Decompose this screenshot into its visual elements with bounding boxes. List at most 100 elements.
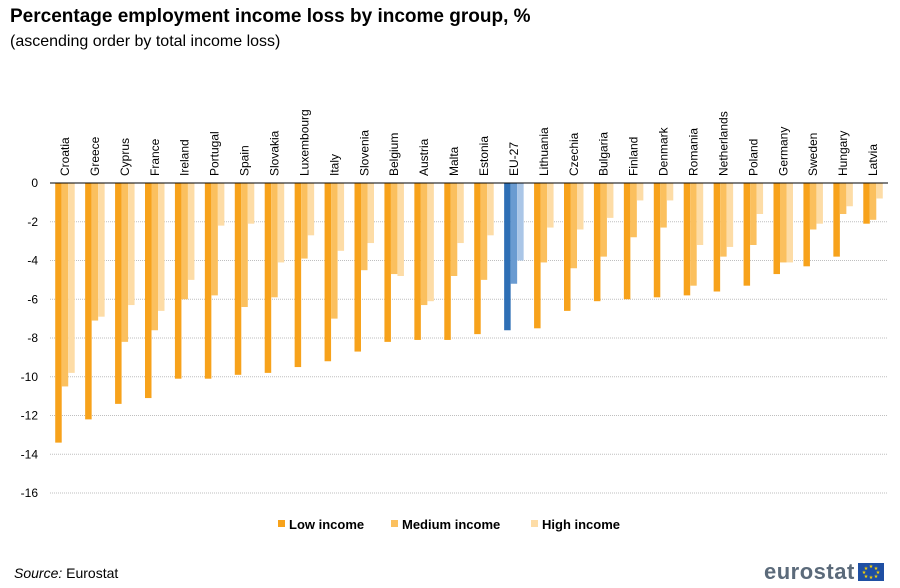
bar-low-income [653, 183, 661, 298]
category-label: Lithuania [537, 127, 551, 176]
category-label: Bulgaria [597, 132, 611, 176]
y-tick-label: -12 [21, 409, 39, 423]
bar-medium-income [91, 183, 99, 321]
eu-flag-icon: ★ ★ ★ ★ ★ ★ ★ ★ [857, 563, 884, 581]
bar-low-income [534, 183, 541, 329]
bar-low-income [234, 183, 242, 375]
bar-high-income [457, 183, 464, 244]
bar-low-income [294, 183, 302, 368]
category-label: Germany [776, 127, 790, 176]
bar-low-income [623, 183, 631, 300]
bar-high-income [696, 183, 704, 245]
legend-swatch-low [278, 520, 285, 527]
bar-high-income [786, 183, 793, 263]
bar-high-income [128, 183, 135, 306]
y-tick-label: -16 [21, 486, 39, 500]
bar-high-income [367, 183, 374, 244]
category-label: Luxembourg [297, 109, 311, 176]
bar-medium-income [750, 183, 757, 245]
category-label: Netherlands [716, 111, 730, 176]
category-label: Finland [627, 137, 641, 176]
bar-high-income [187, 183, 195, 280]
bar-high-income [547, 183, 554, 228]
bar-medium-income [780, 183, 787, 263]
bar-medium-income [390, 183, 398, 275]
category-label: Italy [327, 154, 341, 176]
bar-high-income [427, 183, 434, 302]
logo-text: eurostat [764, 559, 855, 584]
bar-low-income [773, 183, 780, 275]
chart-subtitle: (ascending order by total income loss) [10, 33, 281, 50]
bar-low-income [863, 183, 870, 224]
bar-high-income [636, 183, 644, 201]
category-label: Croatia [58, 137, 72, 176]
category-label: Czechia [567, 132, 581, 176]
bar-low-income [593, 183, 601, 302]
chart-title: Percentage employment income loss by inc… [10, 6, 531, 27]
bar-low-income [384, 183, 391, 342]
legend-swatch-high [531, 520, 538, 527]
bar-low-income [174, 183, 182, 379]
bar-low-income [803, 183, 810, 267]
y-tick-label: -14 [21, 447, 39, 461]
bar-medium-income [839, 183, 847, 214]
legend-label: High income [542, 517, 620, 532]
bar-high-income [337, 183, 345, 251]
bar-low-income [833, 183, 840, 257]
bar-medium-income [331, 183, 338, 319]
bar-medium-income [420, 183, 428, 306]
y-tick-label: -8 [27, 331, 38, 345]
legend-label: Low income [289, 517, 364, 532]
bar-high-income [247, 183, 255, 224]
category-label: Portugal [208, 131, 222, 176]
bar-low-income [55, 183, 62, 443]
bar-low-income [474, 183, 481, 335]
bar-medium-income [241, 183, 248, 307]
category-label: Latvia [866, 144, 880, 176]
category-label: EU-27 [507, 142, 521, 176]
y-tick-label: -2 [27, 215, 38, 229]
bar-medium-income [630, 183, 637, 238]
source-value: Eurostat [66, 565, 119, 581]
bar-high-income [517, 183, 524, 261]
bar-low-income [713, 183, 721, 292]
bar-high-income [307, 183, 315, 236]
bar-low-income [85, 183, 92, 420]
bar-high-income [876, 183, 883, 199]
bar-low-income [683, 183, 691, 296]
y-tick-label: 0 [31, 176, 38, 190]
bar-low-income [444, 183, 451, 340]
bar-high-income [846, 183, 853, 207]
bar-high-income [666, 183, 674, 201]
source-label: Source: [14, 565, 63, 581]
bar-medium-income [570, 183, 577, 269]
bar-high-income [277, 183, 285, 263]
bar-low-income [504, 183, 511, 331]
bar-low-income [145, 183, 152, 399]
bar-medium-income [450, 183, 458, 276]
bar-medium-income [301, 183, 308, 259]
bar-high-income [756, 183, 764, 214]
category-label: Poland [746, 139, 760, 176]
bar-high-income [98, 183, 105, 317]
category-label: Cyprus [118, 138, 132, 176]
bar-low-income [264, 183, 272, 373]
bar-low-income [354, 183, 361, 352]
bar-low-income [204, 183, 212, 379]
bar-medium-income [151, 183, 158, 331]
bar-medium-income [121, 183, 129, 342]
bar-high-income [726, 183, 734, 247]
category-label: Hungary [836, 131, 850, 176]
bar-medium-income [361, 183, 368, 271]
bar-medium-income [540, 183, 548, 263]
category-label: Ireland [178, 139, 192, 176]
bar-medium-income [181, 183, 188, 300]
y-tick-label: -4 [27, 254, 38, 268]
bar-medium-income [600, 183, 607, 257]
y-tick-label: -10 [21, 370, 39, 384]
bar-low-income [414, 183, 421, 340]
bar-medium-income [690, 183, 697, 286]
category-label: Slovenia [357, 130, 371, 176]
category-label: Slovakia [267, 130, 281, 176]
